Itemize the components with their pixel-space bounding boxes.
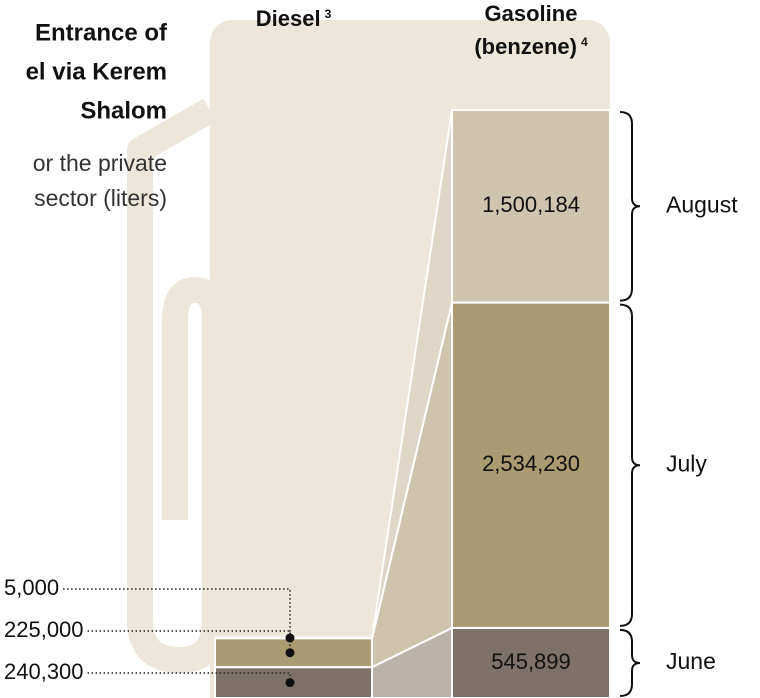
pump-hose <box>127 98 228 673</box>
category-label: Diesel 3 <box>210 0 377 33</box>
month-brace <box>619 111 641 302</box>
leader-line <box>87 630 291 653</box>
subtitle-line: sector (liters) <box>34 185 167 211</box>
bar-segment <box>451 301 611 629</box>
month-label: July <box>666 450 707 476</box>
month-label: August <box>666 191 738 217</box>
value-label: 1,500,184 <box>482 192 580 217</box>
category-name: Diesel <box>255 6 321 31</box>
category-label: Gasoline (benzene) 4 <box>447 0 615 61</box>
value-label: 5,000 <box>4 575 59 600</box>
footnote-marker: 3 <box>324 7 332 21</box>
bar-segment <box>451 109 611 304</box>
title-line: Entrance of <box>35 19 168 46</box>
leader-dot <box>285 648 295 658</box>
title-line: Shalom <box>80 97 167 124</box>
month-brace <box>619 303 641 627</box>
value-label: 545,899 <box>491 649 571 674</box>
month-label: June <box>666 648 716 674</box>
subtitle-line: or the private <box>33 150 167 176</box>
category-name: Gasoline (benzene) <box>474 1 578 59</box>
leader-dot <box>285 633 295 643</box>
value-label: 2,534,230 <box>482 451 580 476</box>
month-brace <box>619 628 641 697</box>
footnote-marker: 4 <box>581 35 588 49</box>
title: Entrance of el via Kerem Shalom <box>26 19 168 124</box>
value-label: 225,000 <box>4 617 84 642</box>
subtitle: or the private sector (liters) <box>33 150 167 211</box>
value-label: 240,300 <box>4 659 84 684</box>
title-line: el via Kerem <box>26 58 167 85</box>
leader-dot <box>285 678 295 688</box>
